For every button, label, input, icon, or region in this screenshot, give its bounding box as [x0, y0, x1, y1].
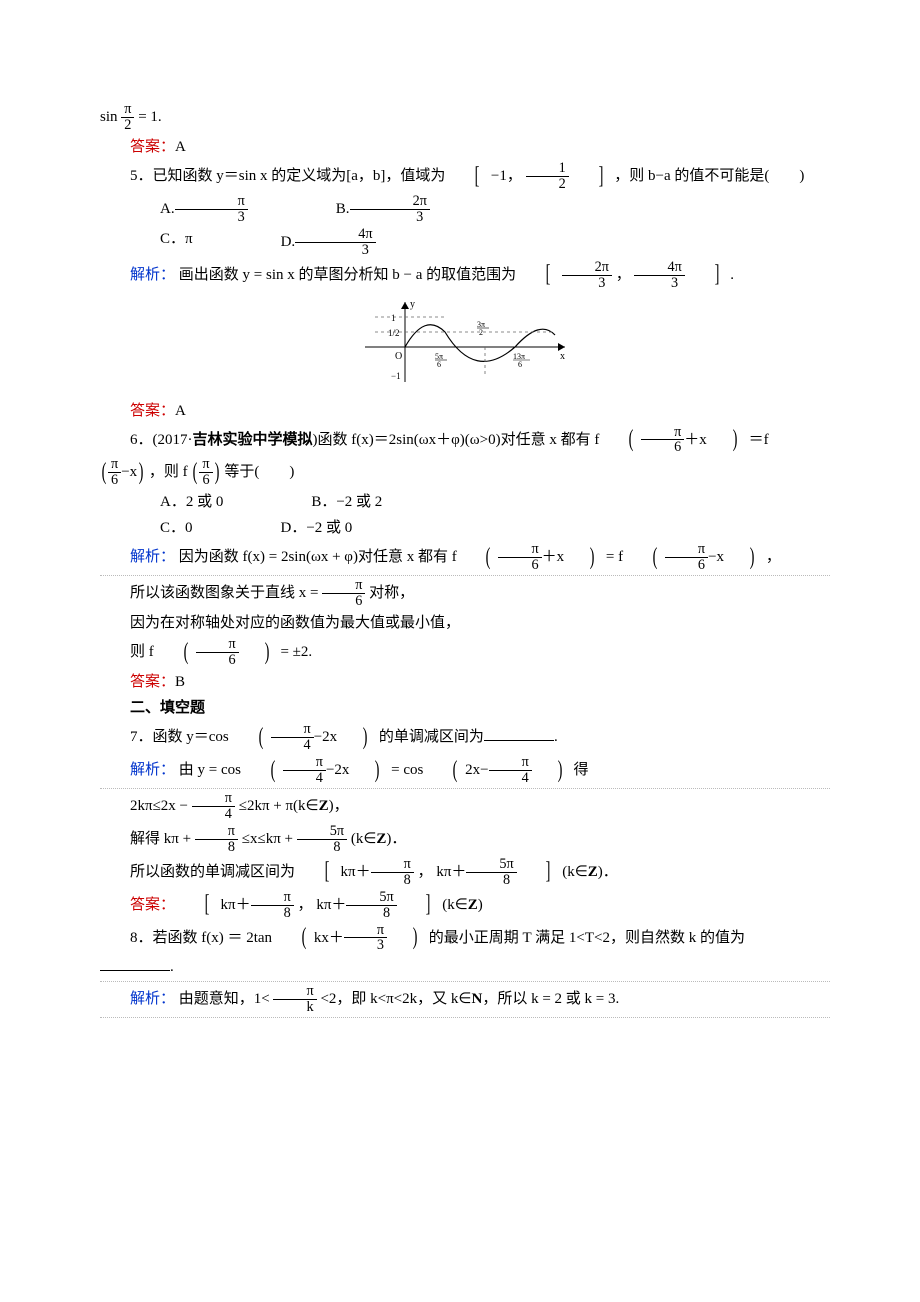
divider — [100, 575, 830, 576]
bracket: ] — [696, 264, 719, 286]
q7-explain-2: 2kπ≤2x − π4 ≤2kπ + π(k∈Z)， — [100, 791, 830, 822]
text: −1， — [491, 168, 522, 184]
frac: 1 2 — [526, 161, 569, 192]
q6-opts-row2: C．0 D．−2 或 0 — [100, 516, 830, 540]
q6-explain-4: 则 f (π6) = ±2. — [100, 637, 830, 668]
answer-label: 答案： — [130, 403, 175, 419]
svg-text:1: 1 — [391, 313, 396, 323]
q6-optC: C．0 — [100, 516, 193, 540]
q8-blank: . — [100, 955, 830, 979]
q5-optB: B.2π3 — [276, 194, 430, 225]
q6-explain-1: 解析： 因为函数 f(x) = 2sin(ωx + φ)对任意 x 都有 f (… — [100, 542, 830, 573]
answer-value: A — [175, 403, 186, 419]
text: ，则 b−a 的值不可能是( ) — [614, 168, 804, 184]
answer-7: 答案： [ kπ＋π8 ， kπ＋5π8 ] (k∈Z) — [100, 890, 830, 921]
sine-sketch: y x O 1 1/2 −1 5π 6 3π 2 13π 6 — [355, 297, 575, 387]
q6-stem-1: 6．(2017·吉林实验中学模拟)函数 f(x)＝2sin(ωx＋φ)(ω>0)… — [100, 425, 830, 456]
lbl-O: O — [395, 351, 402, 362]
bracket: [ — [527, 264, 550, 286]
q5-optA: A.π3 — [100, 194, 248, 225]
blank — [100, 955, 170, 971]
q6-optB: B．−2 或 2 — [251, 490, 382, 514]
q7-explain-3: 解得 kπ + π8 ≤x≤kπ + 5π8 (k∈Z)． — [100, 824, 830, 855]
q6-explain-3: 因为在对称轴处对应的函数值为最大值或最小值， — [100, 611, 830, 635]
frag-top: sin π 2 = 1. — [100, 102, 830, 133]
lbl-y: y — [410, 299, 415, 310]
q5-optD: D.4π3 — [221, 227, 376, 258]
bracket: [ — [457, 166, 480, 188]
svg-text:2: 2 — [479, 328, 483, 337]
q6-optA: A．2 或 0 — [100, 490, 223, 514]
explain-label: 解析： — [130, 762, 175, 778]
divider — [100, 788, 830, 789]
answer-label: 答案： — [130, 896, 175, 912]
q6-stem-2: (π6−x) ，则 f (π6) 等于( ) — [100, 457, 830, 488]
q5-opts-row2: C．π D.4π3 — [100, 227, 830, 258]
q5-explain: 解析： 画出函数 y = sin x 的草图分析知 b − a 的取值范围为 [… — [100, 260, 830, 291]
frac-pi-2: π 2 — [121, 102, 134, 133]
divider — [100, 1017, 830, 1018]
q6-optD: D．−2 或 0 — [221, 516, 353, 540]
answer-label: 答案： — [130, 674, 175, 690]
svg-text:6: 6 — [518, 360, 522, 369]
q8-stem: 8．若函数 f(x) ＝ 2tan (kx＋π3) 的最小正周期 T 满足 1<… — [100, 923, 830, 954]
q6-explain-2: 所以该函数图象关于直线 x = π6 对称， — [100, 578, 830, 609]
explain-label: 解析： — [130, 267, 175, 283]
blank — [484, 725, 554, 741]
answer-value: A — [175, 139, 186, 155]
answer-6: 答案：B — [100, 670, 830, 694]
svg-text:1/2: 1/2 — [388, 328, 400, 338]
lbl-x: x — [560, 351, 565, 362]
answer-value: B — [175, 674, 185, 690]
explain-label: 解析： — [130, 549, 175, 565]
answer-5: 答案：A — [100, 399, 830, 423]
q5-opts-row1: A.π3 B.2π3 — [100, 194, 830, 225]
q7-explain-1: 解析： 由 y = cos (π4−2x) = cos (2x−π4) 得 — [100, 755, 830, 786]
q7-explain-4: 所以函数的单调减区间为 [ kπ＋π8 ， kπ＋5π8 ] (k∈Z)． — [100, 857, 830, 888]
q5-optC: C．π — [100, 227, 193, 258]
explain-label: 解析： — [130, 991, 175, 1007]
text: sin — [100, 109, 118, 125]
q8-explain: 解析： 由题意知，1< πk <2，即 k<π<2k，又 k∈N，所以 k = … — [100, 984, 830, 1015]
text: = 1. — [138, 109, 161, 125]
q5-stem: 5．已知函数 y＝sin x 的定义域为[a，b]，值域为 [ −1， 1 2 … — [100, 161, 830, 192]
q6-opts-row1: A．2 或 0 B．−2 或 2 — [100, 490, 830, 514]
q5-sketch: y x O 1 1/2 −1 5π 6 3π 2 13π 6 — [100, 297, 830, 395]
q7-stem: 7．函数 y＝cos (π4−2x) 的单调减区间为. — [100, 722, 830, 753]
svg-text:−1: −1 — [391, 371, 401, 381]
divider — [100, 981, 830, 982]
section-2-title: 二、填空题 — [100, 696, 830, 720]
bracket: ] — [580, 166, 603, 188]
text: 5．已知函数 y＝sin x 的定义域为[a，b]，值域为 — [130, 168, 445, 184]
text: 画出函数 y = sin x 的草图分析知 b − a 的取值范围为 — [179, 267, 516, 283]
answer-label: 答案： — [130, 139, 175, 155]
answer-4: 答案：A — [100, 135, 830, 159]
svg-text:6: 6 — [437, 360, 441, 369]
